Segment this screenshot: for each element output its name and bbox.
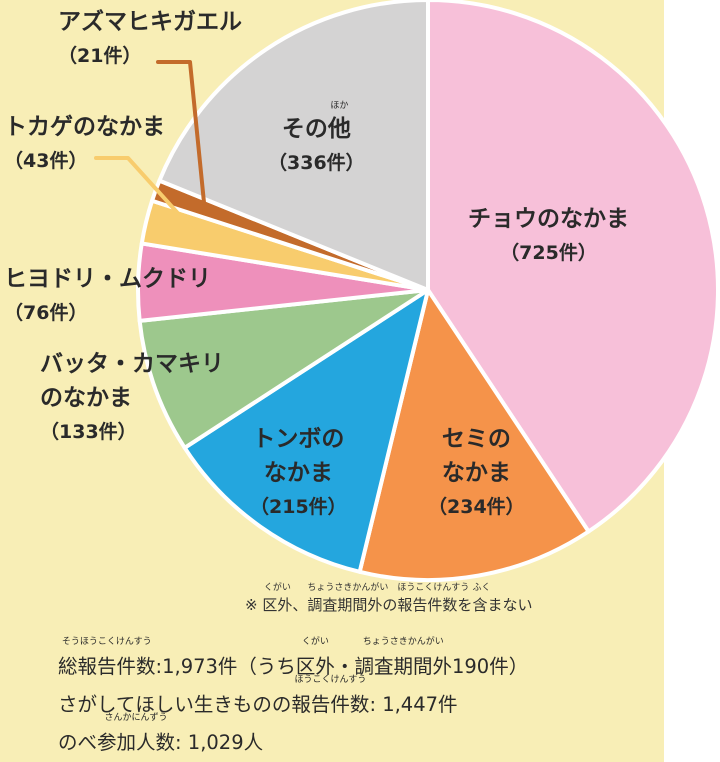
ruby-kugai: くがい <box>263 583 291 593</box>
footnote-sep: 、 <box>292 596 308 614</box>
summary-total-row: そうほうこくけんすう総報告件数:1,973件（うち くがい区外・ ちょうさきかんがい… <box>58 637 529 686</box>
ruby-houkoku: ほうこくけんすう <box>397 583 470 593</box>
leader-line-lizard <box>94 156 199 237</box>
label-toad: アズマヒキガエル （21件） <box>58 5 242 73</box>
summary: そうほうこくけんすう総報告件数:1,973件（うち くがい区外・ ちょうさきかんがい… <box>58 637 529 762</box>
summary-total-value: :1,973件（うち <box>155 655 296 678</box>
label-butterfly-name: チョウのなかま <box>468 206 629 232</box>
label-bird-count: （76件） <box>4 302 88 324</box>
summary-dot: ・ <box>334 655 355 678</box>
label-cicada: セミの なかま （234件） <box>428 422 525 524</box>
pie-chart <box>94 0 720 582</box>
label-other-count: （336件） <box>268 152 365 174</box>
summary-participants-label: 参加人数 <box>97 731 176 754</box>
label-lizard-name: トカゲのなかま <box>4 114 165 140</box>
label-dragonfly-count: （215件） <box>250 496 347 518</box>
summary-participants-row: のべ さんかにんずう参加人数: 1,029人 <box>58 713 528 762</box>
ruby-fuku: ふく <box>472 583 491 593</box>
summary-total-tail: 190件） <box>451 655 529 678</box>
ruby-summary-kugai: くがい <box>301 637 329 647</box>
footnote-no: の <box>382 596 398 614</box>
ruby-summary-sanka: さんかにんずう <box>104 713 168 723</box>
footnote-mark: ※ <box>245 596 263 614</box>
pie-slice-3 <box>137 288 430 450</box>
ruby-summary-chousa: ちょうさきかんがい <box>362 637 444 647</box>
pie-slice-1 <box>357 288 591 582</box>
summary-wanted-row: さがしてほしい生きものの ほうこくけんすう報告件数: 1,447件 <box>58 675 528 724</box>
summary-wanted-pre: さがしてほしい生きものの <box>58 693 292 716</box>
label-toad-name: アズマヒキガエル <box>58 9 242 35</box>
label-lizard: トカゲのなかま （43件） <box>4 110 165 178</box>
label-grasshopper-line1: バッタ・カマキリ <box>40 351 224 377</box>
label-lizard-count: （43件） <box>4 150 88 172</box>
label-bird: ヒヨドリ・ムクドリ （76件） <box>4 262 211 330</box>
footnote: ※ くがい区外、 ちょうさきかんがい調査期間外の ほうこくけんすう報告件数を ふく含ま… <box>245 583 533 615</box>
label-other: その ほか他 （336件） <box>268 101 365 180</box>
label-cicada-line1: セミの <box>441 426 511 452</box>
footnote-houkoku: 報告件数 <box>397 596 458 614</box>
summary-kugai: 区外 <box>295 655 335 678</box>
label-dragonfly: トンボの なかま （215件） <box>250 422 347 524</box>
summary-wanted-label: 報告件数 <box>291 693 370 716</box>
label-bird-name: ヒヨドリ・ムクドリ <box>4 266 211 292</box>
label-cicada-line2: なかま <box>441 460 511 486</box>
footnote-fuku: 含 <box>472 596 488 614</box>
label-dragonfly-line1: トンボの <box>252 426 345 452</box>
label-butterfly-count: （725件） <box>500 242 597 264</box>
leader-line-toad <box>156 60 207 211</box>
label-grasshopper: バッタ・カマキリ のなかま （133件） <box>40 347 224 449</box>
label-other-kanji: 他 <box>327 116 351 142</box>
pie-slice-2 <box>182 288 430 574</box>
label-toad-count: （21件） <box>58 45 142 67</box>
footnote-kugai: 区外 <box>262 596 293 614</box>
ruby-chousa: ちょうさきかんがい <box>307 583 389 593</box>
footnote-chousa: 調査期間外 <box>307 596 383 614</box>
label-dragonfly-line2: なかま <box>263 460 333 486</box>
ruby-total: そうほうこくけんすう <box>61 637 152 647</box>
label-butterfly: チョウのなかま （725件） <box>468 202 629 270</box>
summary-participants-value: : 1,029人 <box>175 731 264 754</box>
summary-participants-pre: のべ <box>58 731 98 754</box>
footnote-wo: を <box>457 596 473 614</box>
pie-slice-7 <box>157 0 430 292</box>
label-other-ruby: ほか <box>330 101 349 111</box>
summary-chousa: 調査期間外 <box>354 655 452 678</box>
label-grasshopper-count: （133件） <box>40 421 137 443</box>
label-grasshopper-line2: のなかま <box>40 385 132 411</box>
label-other-pre: その <box>281 116 328 142</box>
ruby-summary-houkoku: ほうこくけんすう <box>294 675 367 685</box>
label-cicada-count: （234件） <box>428 496 525 518</box>
summary-total-label: 総報告件数 <box>58 655 156 678</box>
summary-wanted-value: : 1,447件 <box>369 693 458 716</box>
footnote-suffix: まない <box>487 596 533 614</box>
